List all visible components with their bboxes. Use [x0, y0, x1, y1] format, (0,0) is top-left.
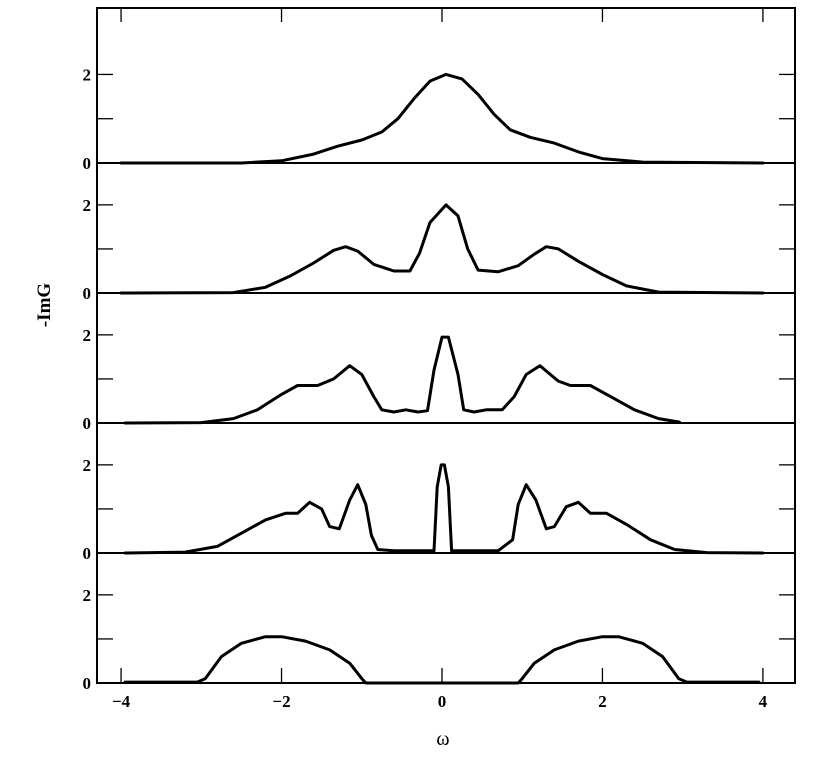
panel-frame — [96, 552, 796, 684]
panel-5: 02 — [83, 552, 796, 693]
panel-2: 02 — [83, 162, 796, 303]
y-axis-label: -ImG — [34, 283, 55, 328]
x-tick-label: −2 — [272, 692, 290, 711]
y-tick-label: 0 — [83, 284, 92, 303]
panel-frame — [96, 7, 796, 164]
panel-3: 02 — [83, 292, 796, 433]
y-tick-label: 0 — [83, 674, 92, 693]
panel-4: 02 — [83, 422, 796, 563]
y-tick-label: 0 — [83, 154, 92, 173]
y-tick-label: 0 — [83, 544, 92, 563]
series-line — [119, 203, 765, 295]
x-axis-label: ω — [436, 728, 449, 750]
y-tick-label: 2 — [83, 456, 92, 475]
panel-frame — [96, 162, 796, 294]
y-tick-label: 0 — [83, 414, 92, 433]
x-tick-label: 4 — [759, 692, 768, 711]
panel-1: 02 — [83, 7, 796, 173]
series-line — [119, 72, 765, 165]
panel-frame — [96, 292, 796, 424]
y-tick-label: 2 — [83, 326, 92, 345]
x-tick-label: −4 — [112, 692, 131, 711]
y-tick-label: 2 — [83, 586, 92, 605]
series-line — [123, 335, 681, 425]
y-tick-label: 2 — [83, 65, 92, 84]
x-tick-label: 2 — [598, 692, 607, 711]
panel-frame — [96, 422, 796, 554]
series-line — [123, 463, 765, 555]
y-tick-label: 2 — [83, 196, 92, 215]
x-tick-label: 0 — [438, 692, 447, 711]
